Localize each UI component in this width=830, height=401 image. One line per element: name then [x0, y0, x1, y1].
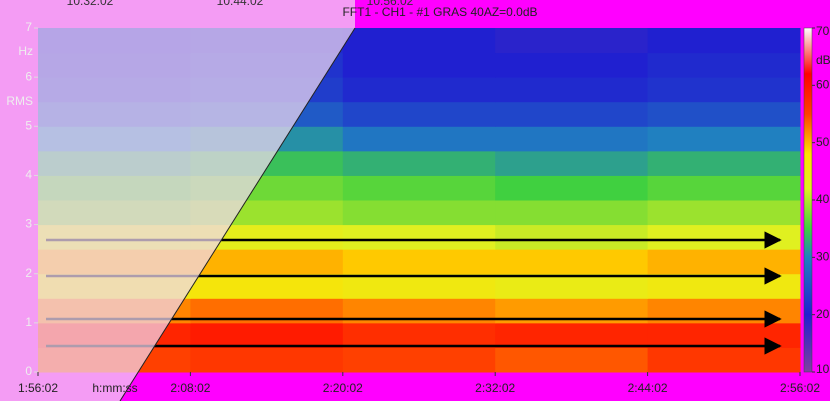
- heat-cell: [190, 347, 343, 372]
- heat-cell: [343, 200, 496, 225]
- heat-cell: [495, 102, 648, 127]
- heat-cell: [343, 28, 496, 53]
- colorbar-tick-label: 20: [816, 307, 830, 321]
- heat-cell: [495, 175, 648, 200]
- heat-cell: [343, 151, 496, 176]
- heat-cell: [343, 347, 496, 372]
- heat-cell: [648, 53, 801, 78]
- heat-cell: [648, 102, 801, 127]
- heat-cell: [343, 126, 496, 151]
- heat-cell: [648, 347, 801, 372]
- y-tick-label: 0: [25, 364, 32, 378]
- x-tick-label: 2:32:02: [475, 381, 515, 395]
- heat-cell: [495, 347, 648, 372]
- x-tick-label: 2:44:02: [628, 381, 668, 395]
- heat-cell: [495, 225, 648, 250]
- colorbar-tick-label: 10: [816, 362, 830, 376]
- heat-cell: [495, 28, 648, 53]
- y-tick-label: 6: [25, 69, 32, 83]
- colorbar-tick-label: 30: [816, 250, 830, 264]
- heat-cell: [343, 102, 496, 127]
- y-tick-label: 7: [25, 20, 32, 34]
- heat-cell: [648, 274, 801, 299]
- colorbar-tick-label: 70: [816, 24, 830, 38]
- heat-cell: [343, 274, 496, 299]
- x-tick-label: 2:56:02: [780, 381, 820, 395]
- x-tick-label: 1:56:02: [18, 381, 58, 395]
- heat-cell: [648, 200, 801, 225]
- y-tick-label: 2: [25, 266, 32, 280]
- x-axis-label: h:mm:ss: [92, 381, 137, 395]
- heat-cell: [648, 77, 801, 102]
- heat-cell: [648, 249, 801, 274]
- heat-cell: [495, 249, 648, 274]
- heat-cell: [648, 126, 801, 151]
- heat-cell: [648, 175, 801, 200]
- heat-cell: [190, 274, 343, 299]
- y-unit-label: Hz: [18, 44, 33, 58]
- x-tick-label: 2:20:02: [323, 381, 363, 395]
- top-time-label: 10:44:02: [217, 0, 264, 8]
- colorbar-tick-label: 60: [816, 78, 830, 92]
- heat-cell: [495, 126, 648, 151]
- heat-cell: [495, 77, 648, 102]
- heat-cell: [495, 323, 648, 348]
- y-tick-label: 4: [25, 168, 32, 182]
- top-time-label: 10:56:02: [367, 0, 414, 8]
- heat-cell: [495, 151, 648, 176]
- y-tick-label: 5: [25, 118, 32, 132]
- heat-cell: [343, 53, 496, 78]
- heat-cell: [190, 323, 343, 348]
- heat-cell: [648, 151, 801, 176]
- heat-cell: [343, 175, 496, 200]
- heat-cell: [648, 323, 801, 348]
- colorbar-tick-label: 40: [816, 192, 830, 206]
- heat-cell: [343, 249, 496, 274]
- heat-cell: [495, 274, 648, 299]
- x-tick-label: 2:08:02: [170, 381, 210, 395]
- heat-cell: [343, 77, 496, 102]
- heat-cell: [648, 225, 801, 250]
- heat-cell: [343, 323, 496, 348]
- y-tick-label: 1: [25, 315, 32, 329]
- top-time-label: 10:32:02: [67, 0, 114, 8]
- chart: FFT1 - CH1 - #1 GRAS 40AZ=0.0dB10:32:021…: [0, 0, 830, 401]
- y-tick-label: 3: [25, 217, 32, 231]
- colorbar-tick-label: 50: [816, 135, 830, 149]
- heat-cell: [648, 28, 801, 53]
- heat-cell: [343, 225, 496, 250]
- heat-cell: [495, 200, 648, 225]
- colorbar: [804, 28, 812, 372]
- colorbar-unit: dB: [816, 53, 830, 67]
- y-mode-label: RMS: [6, 94, 33, 108]
- heat-cell: [495, 53, 648, 78]
